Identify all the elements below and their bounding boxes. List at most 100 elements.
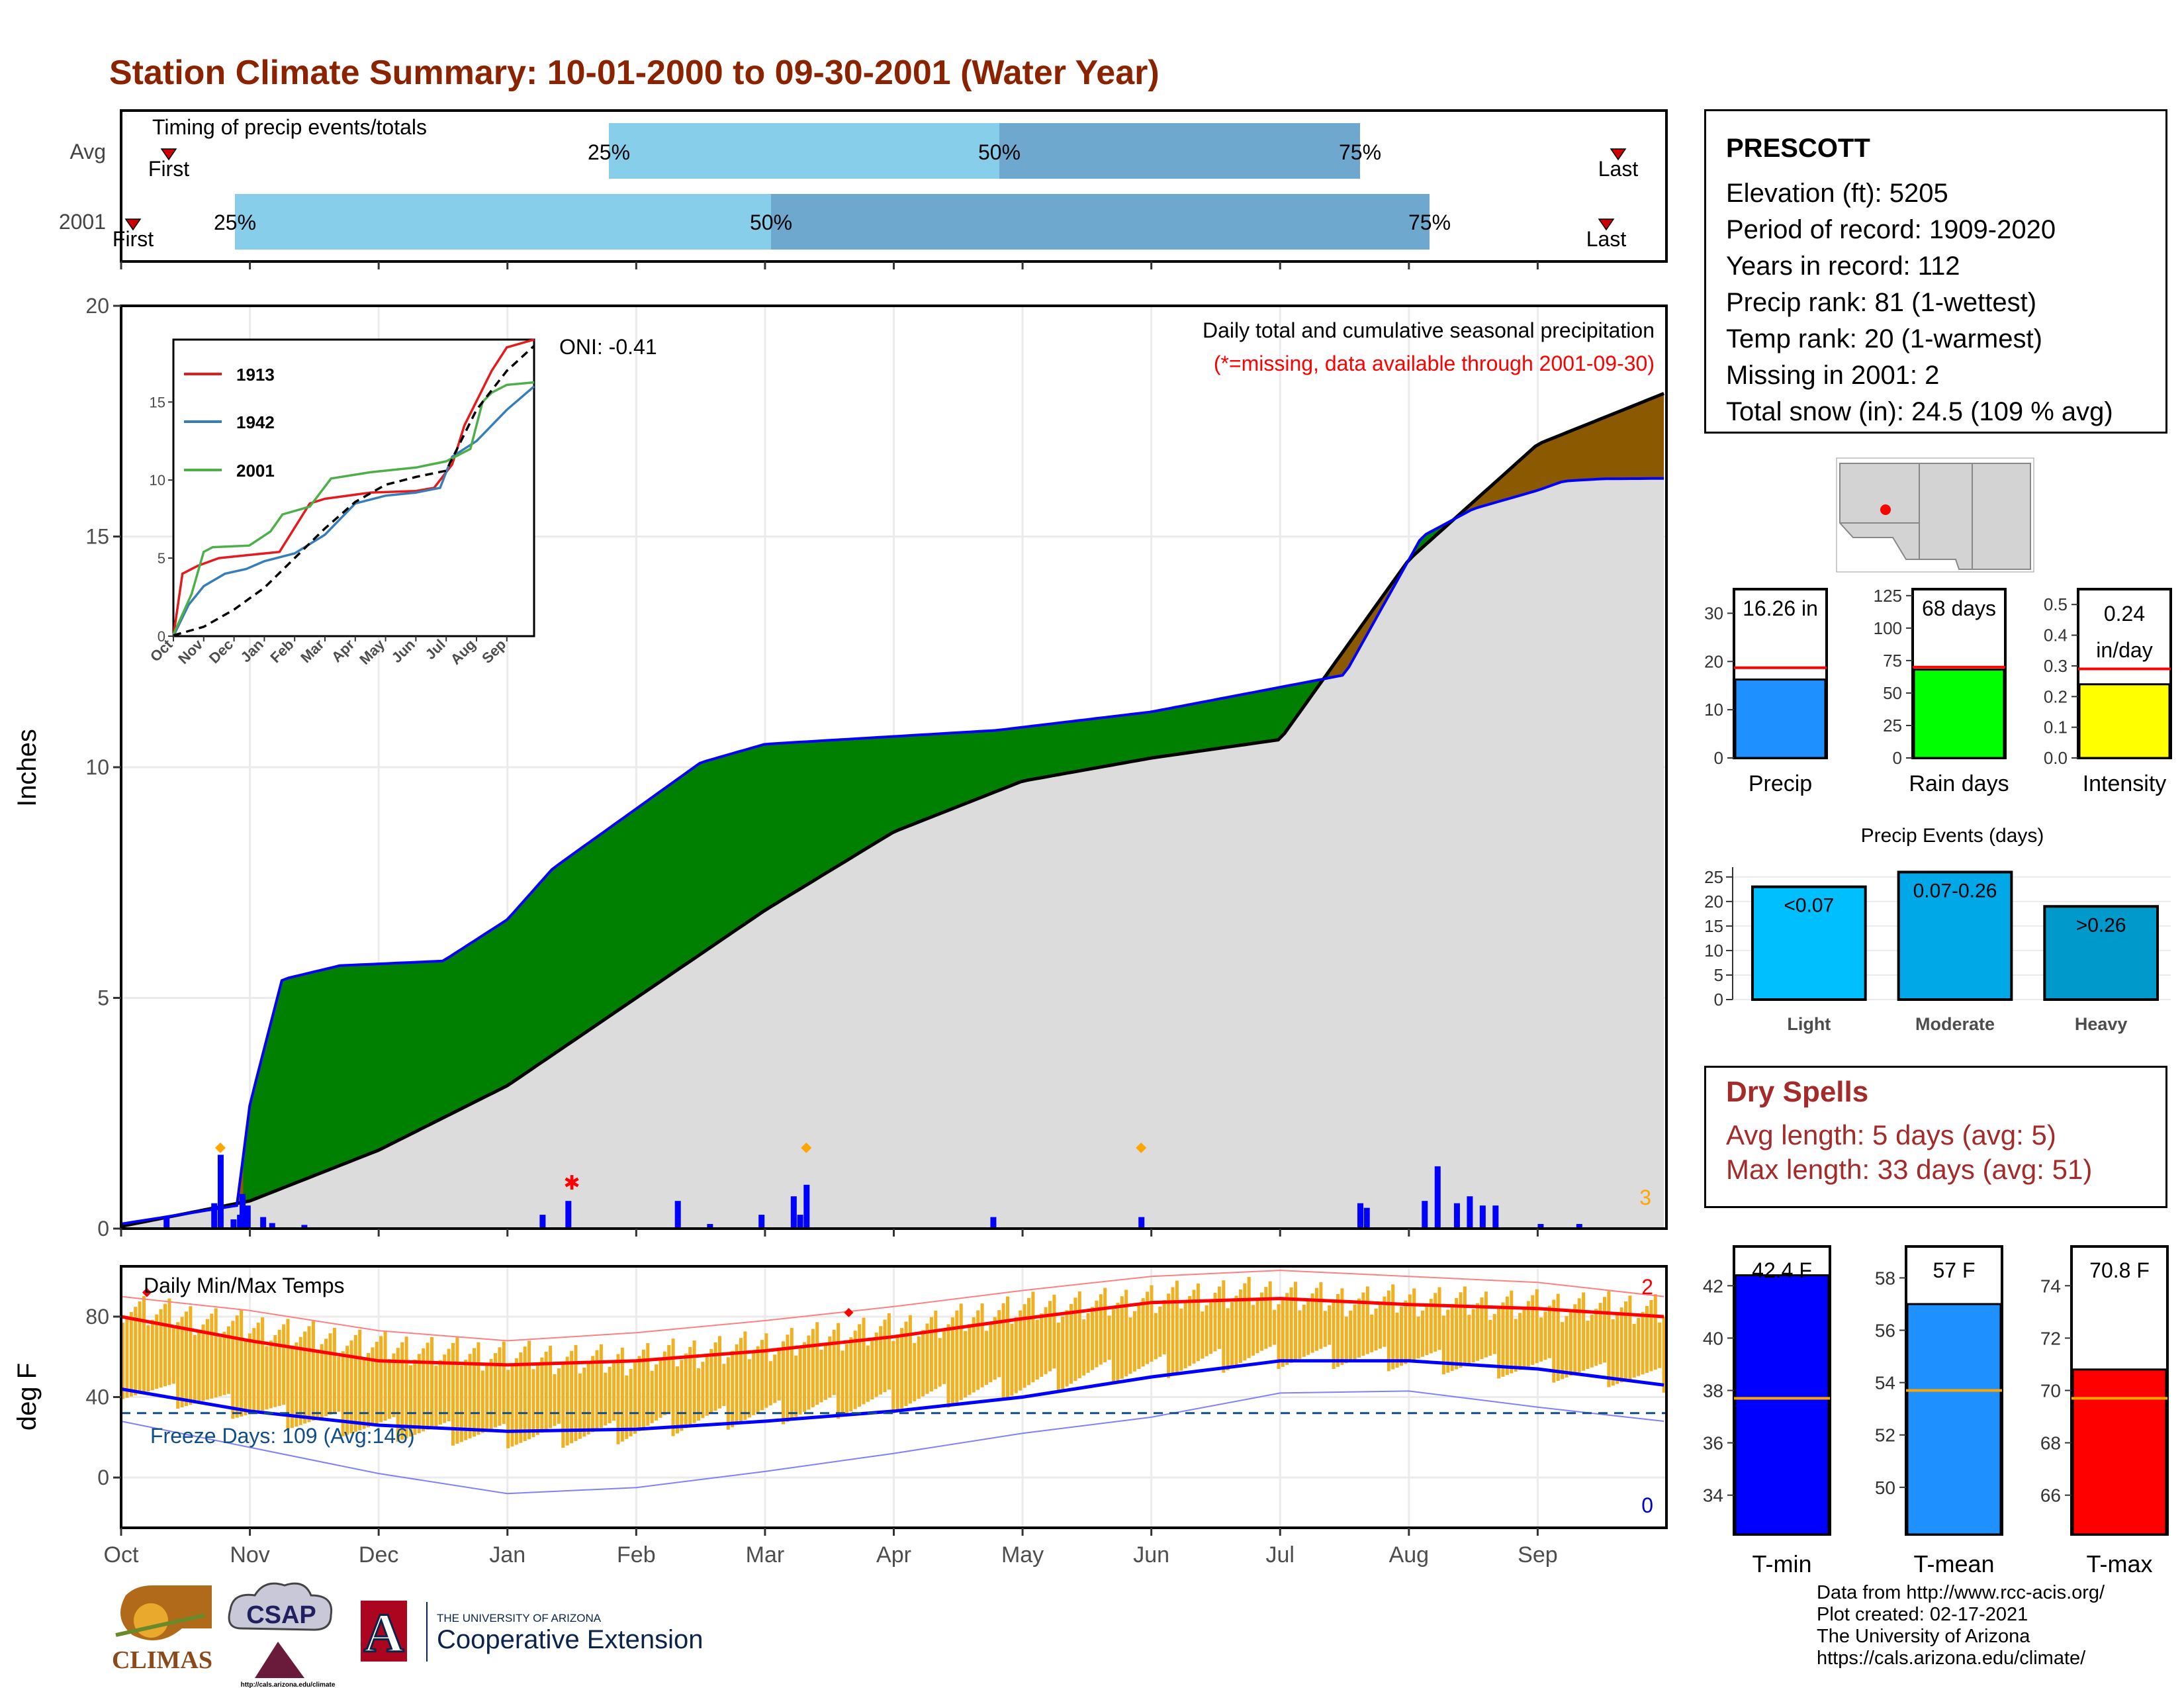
- temp-summary-tick-label: 56: [1875, 1321, 1895, 1341]
- daily-temp-bar: [1310, 1293, 1314, 1353]
- mini-bar-value-label: 0.24: [2104, 602, 2145, 626]
- daily-temp-bar: [218, 1336, 222, 1397]
- daily-precip-bar: [217, 1154, 224, 1229]
- daily-temp-bar: [379, 1336, 383, 1423]
- daily-temp-bar: [1116, 1302, 1120, 1382]
- avg-p75-label: 75%: [1339, 140, 1381, 164]
- temp-summary-tick-label: 72: [2040, 1328, 2061, 1348]
- daily-temp-bar: [1556, 1293, 1560, 1381]
- month-label: Jun: [1133, 1542, 1169, 1568]
- daily-temp-bar: [502, 1341, 506, 1425]
- map-region: [1839, 463, 2031, 570]
- temp-ylabel: deg F: [13, 1363, 42, 1430]
- daily-temp-bar: [480, 1370, 484, 1433]
- daily-temp-bar: [586, 1362, 590, 1434]
- daily-temp-bar: [125, 1317, 129, 1398]
- daily-temp-bar: [641, 1349, 645, 1429]
- temp-summary-tick-label: 36: [1703, 1433, 1723, 1454]
- daily-temp-bar: [929, 1317, 933, 1392]
- daily-temp-bar: [866, 1345, 870, 1402]
- daily-temp-bar: [1014, 1317, 1018, 1393]
- precip-y-axis: 0 5 10 15 20: [85, 261, 1539, 1241]
- daily-temp-bar: [286, 1319, 290, 1430]
- daily-temp-bar: [1471, 1309, 1475, 1363]
- inset-line-2001: [172, 381, 535, 635]
- daily-temp-bar: [891, 1340, 895, 1414]
- daily-temp-bar: [1091, 1307, 1094, 1370]
- daily-temp-bar: [316, 1349, 320, 1419]
- daily-temp-bar: [459, 1365, 463, 1442]
- month-label: Sep: [1518, 1542, 1558, 1568]
- daily-temp-bar: [201, 1324, 205, 1401]
- daily-temp-bar: [159, 1309, 163, 1388]
- month-label: Aug: [1389, 1542, 1430, 1568]
- daily-temp-bar: [1531, 1295, 1535, 1365]
- inset-legend: 1913 1942 2001: [184, 365, 275, 481]
- daily-temp-bar: [655, 1364, 659, 1421]
- daily-temp-bar: [1205, 1305, 1208, 1356]
- daily-temp-bar: [1535, 1289, 1539, 1364]
- daily-temp-bar: [1086, 1313, 1090, 1373]
- events-bar-label: 0.07-0.26: [1913, 880, 1997, 902]
- daily-temp-bar: [494, 1353, 497, 1428]
- daily-temp-bar: [1192, 1289, 1196, 1364]
- temp-line-record-min: [120, 1390, 1664, 1495]
- daily-temp-bar: [900, 1328, 904, 1409]
- daily-temp-bar: [396, 1348, 400, 1442]
- daily-precip-bar: [707, 1224, 713, 1229]
- daily-temp-bar: [1607, 1291, 1611, 1387]
- observed-cumulative-line: [120, 477, 1664, 1225]
- daily-temp-bar: [434, 1366, 438, 1427]
- mini-tick-label: 0.2: [2044, 686, 2068, 706]
- daily-temp-bar: [1365, 1286, 1369, 1354]
- temp-summary-label: T-max: [2086, 1550, 2152, 1577]
- y-tick-label: 20: [85, 294, 109, 318]
- daily-temp-bar: [1209, 1299, 1213, 1354]
- daily-temp-bar: [269, 1340, 273, 1409]
- daily-temp-bar: [1539, 1317, 1543, 1362]
- daily-temp-bar: [1437, 1287, 1441, 1350]
- daily-temp-bar: [498, 1347, 502, 1426]
- daily-temp-bar: [1323, 1311, 1327, 1347]
- daily-temp-bar: [353, 1335, 357, 1432]
- inset-line-1913: [172, 338, 535, 637]
- 2001-first-label: First: [113, 227, 154, 251]
- station-info-box: PRESCOTT Elevation (ft): 5205 Period of …: [1704, 109, 2167, 434]
- daily-temp-bar: [1450, 1303, 1454, 1372]
- daily-temp-bar: [985, 1331, 988, 1385]
- daily-temp-bar: [1120, 1296, 1124, 1379]
- inset-line-1942: [172, 385, 535, 637]
- mini-bar-value-unit: in/day: [2096, 638, 2152, 662]
- daily-temp-bar: [1404, 1300, 1408, 1364]
- daily-temp-bar: [535, 1363, 539, 1435]
- daily-temp-bar: [404, 1336, 408, 1438]
- daily-temp-bar: [553, 1374, 557, 1427]
- daily-temp-bar: [1611, 1319, 1615, 1386]
- temp-daily-bars: [121, 1277, 1666, 1448]
- daily-temp-bar: [1565, 1316, 1569, 1378]
- daily-precip-bar: [1434, 1166, 1441, 1229]
- avg-p50-label: 50%: [978, 140, 1021, 164]
- snow-marker: [214, 1143, 226, 1154]
- daily-temp-bar: [803, 1342, 806, 1413]
- daily-temp-bar: [290, 1348, 294, 1429]
- 2001-25-50-bar: [235, 194, 771, 250]
- daily-temp-bar: [1379, 1302, 1382, 1349]
- y-tick-label: 10: [85, 755, 109, 779]
- daily-temp-bar: [1433, 1293, 1437, 1352]
- mini-tick-label: 10: [1704, 700, 1723, 720]
- temp-summary-value: 70.8 F: [2089, 1258, 2150, 1282]
- daily-temp-bar: [1171, 1287, 1175, 1376]
- timing-label: Timing of precip events/totals: [152, 115, 427, 139]
- daily-temp-bar: [1103, 1288, 1107, 1362]
- mini-tick-label: 125: [1874, 586, 1902, 606]
- events-tick-label: 15: [1704, 916, 1723, 936]
- daily-temp-bar: [1001, 1303, 1005, 1401]
- daily-temp-bar: [150, 1319, 154, 1390]
- daily-temp-bar: [311, 1321, 315, 1421]
- credit-university: The University of Arizona: [1817, 1626, 2030, 1647]
- credit-plot-created: Plot created: 02-17-2021: [1817, 1604, 2028, 1625]
- daily-precip-bar: [797, 1215, 803, 1229]
- y-tick-label: 0: [97, 1217, 109, 1241]
- deficit-area: [185, 393, 1664, 1214]
